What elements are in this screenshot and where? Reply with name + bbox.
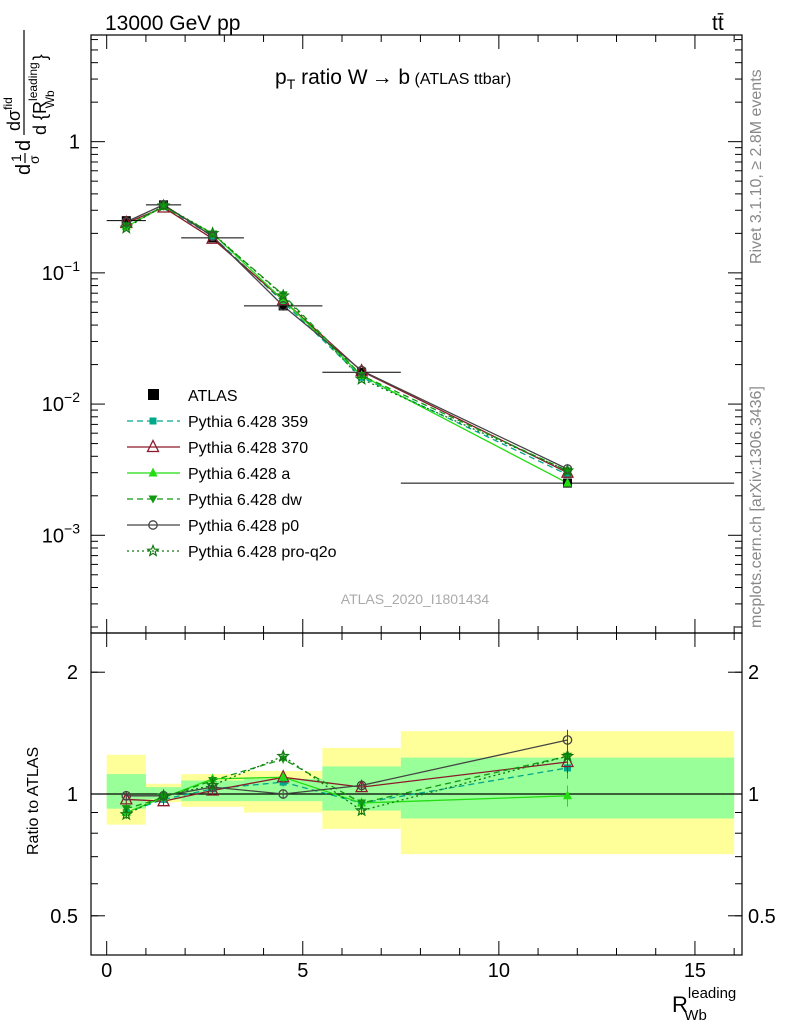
- ratio-y-tick-label-left: 1: [67, 784, 78, 806]
- legend-marker: [148, 467, 158, 477]
- atlas-data-point: [121, 216, 131, 226]
- legend-entry-atlas: ATLAS: [148, 388, 238, 405]
- legend-entry-pq2o: Pythia 6.428 pro-q2o: [127, 543, 337, 561]
- main-y-tick-label: 10−2: [42, 389, 80, 416]
- marker-pq2o: [276, 288, 291, 302]
- x-tick-label: 15: [684, 960, 706, 982]
- ratio-marker-pq2o: [119, 807, 134, 821]
- svg-text:d: d: [13, 140, 35, 151]
- legend-entry-p370: Pythia 6.428 370: [127, 439, 308, 457]
- x-tick-label: 10: [488, 960, 510, 982]
- ratio-line-p359: [126, 767, 568, 814]
- series-line-pp0: [126, 204, 568, 470]
- ratio-marker-p370: [276, 769, 290, 783]
- legend-label: Pythia 6.428 359: [188, 414, 308, 431]
- mcplots-label: mcplots.cern.ch [arXiv:1306.3436]: [748, 386, 765, 628]
- marker-pp0: [121, 216, 132, 227]
- ratio-y-tick-label-right: 1: [748, 784, 759, 806]
- marker-pp0: [207, 231, 218, 242]
- atlas-data-point: [278, 301, 288, 311]
- ratio-marker-pp0: [121, 790, 132, 801]
- ratio-y-tick-label-left: 0.5: [50, 906, 78, 928]
- marker-pq2o: [156, 198, 171, 212]
- legend-marker: [146, 439, 160, 453]
- main-y-tick-label: 10−1: [42, 258, 80, 285]
- x-axis-label: Rleading Wb: [672, 985, 736, 1024]
- main-y-tick-label: 1: [69, 132, 80, 154]
- svg-text:1: 1: [8, 154, 24, 162]
- legend-marker: [148, 520, 158, 530]
- main-panel: 1 10−1 10−2 10−3: [42, 34, 743, 634]
- marker-pq2o: [205, 226, 220, 240]
- process-label: tt̄: [712, 12, 724, 35]
- marker-pp0: [278, 301, 289, 311]
- legend-entry-pp0: Pythia 6.428 p0: [127, 518, 299, 535]
- ratio-line-pdw: [126, 755, 568, 810]
- ratio-line-p370: [126, 761, 568, 802]
- ratio-y-tick-label-right: 0.5: [748, 906, 776, 928]
- ratio-series-layer: [119, 729, 575, 821]
- svg-text:ATLAS: ATLAS: [188, 388, 238, 405]
- series-line-pq2o: [125, 204, 568, 472]
- ratio-y-tick-label-right: 2: [748, 662, 759, 684]
- ratio-marker-pq2o: [205, 778, 220, 792]
- ratio-marker-pq2o: [560, 748, 575, 763]
- ratio-panel: 2 2 1 1 0.5 0.5 0 5 10 15: [50, 632, 776, 982]
- main-y-axis-label: d 1 σ d dσfid d {Rleading Wb}: [1, 30, 57, 175]
- marker-pq2o: [354, 371, 369, 386]
- marker-pa: [562, 477, 572, 487]
- rivet-label: Rivet 3.1.10, ≥ 2.8M events: [748, 69, 765, 264]
- ratio-marker-pq2o: [354, 803, 369, 817]
- ratio-marker-pq2o: [276, 748, 291, 763]
- series-line-p370: [126, 206, 568, 474]
- legend-label: Pythia 6.428 pro-q2o: [188, 544, 337, 561]
- legend: ATLAS Pythia 6.428 359 Pythia 6.428 370 Py…: [127, 388, 337, 561]
- ratio-marker-pa: [278, 771, 288, 781]
- legend-label: Pythia 6.428 a: [188, 466, 290, 483]
- marker-pq2o: [560, 463, 575, 477]
- ratio-marker-pp0: [356, 780, 367, 791]
- series-line-p359: [125, 205, 568, 476]
- ratio-y-axis-label: Ratio to ATLAS: [25, 747, 42, 855]
- analysis-watermark: ATLAS_2020_I1801434: [341, 591, 490, 607]
- legend-marker: [148, 495, 158, 504]
- legend-marker: [149, 417, 157, 425]
- marker-pdw: [159, 202, 169, 211]
- energy-label: 13000 GeV pp: [105, 12, 240, 35]
- ratio-marker-pp0: [562, 735, 573, 745]
- main-y-tick-label: 10−3: [42, 520, 80, 547]
- ratio-marker-pq2o: [156, 788, 171, 802]
- svg-text:dσfid: dσfid: [1, 97, 24, 131]
- legend-entry-pa: Pythia 6.428 a: [127, 466, 290, 483]
- ratio-marker-pa: [562, 790, 572, 800]
- legend-marker: [146, 543, 160, 557]
- legend-entry-pdw: Pythia 6.428 dw: [127, 492, 302, 509]
- marker-pq2o: [119, 220, 134, 234]
- legend-label: Pythia 6.428 p0: [188, 518, 299, 535]
- ratio-y-tick-label-left: 2: [67, 662, 78, 684]
- ratio-line-pq2o: [126, 755, 568, 816]
- x-tick-label: 5: [297, 960, 308, 982]
- svg-text:d: d: [13, 164, 35, 175]
- ratio-marker-pp0: [278, 789, 289, 799]
- legend-label: Pythia 6.428 dw: [188, 492, 302, 509]
- legend-label: Pythia 6.428 370: [188, 440, 308, 457]
- legend-entry-p359: Pythia 6.428 359: [127, 414, 308, 431]
- x-tick-label: 0: [101, 960, 112, 982]
- ratio-line-pp0: [126, 739, 568, 797]
- svg-text:σ: σ: [26, 155, 42, 164]
- main-title: pT ratio W → b (ATLAS ttbar): [275, 66, 511, 92]
- ratio-marker-p370: [355, 779, 369, 793]
- main-series-layer: [106, 198, 735, 488]
- series-line-pdw: [125, 205, 568, 472]
